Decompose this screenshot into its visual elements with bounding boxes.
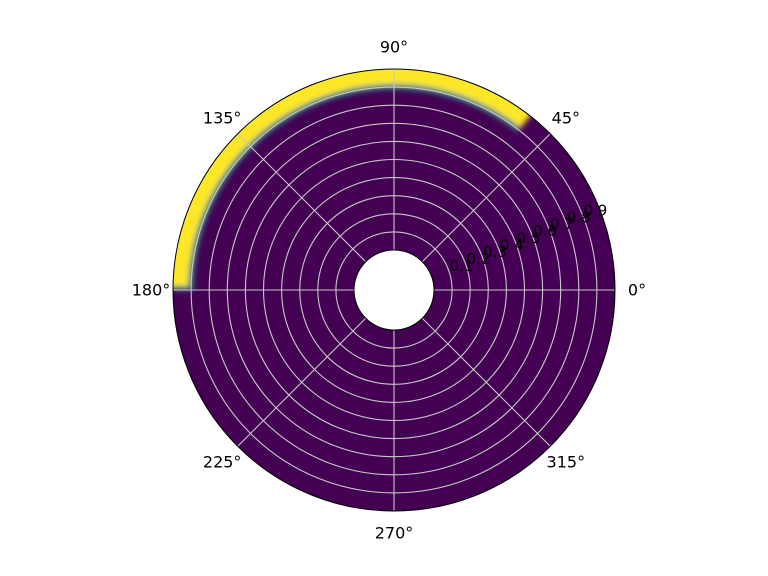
theta-gridline-315 xyxy=(421,317,551,447)
r-tick-label: 0.3 xyxy=(483,243,507,261)
theta-gridline-225 xyxy=(237,317,367,447)
r-tick-label: 0.7 xyxy=(550,215,574,233)
theta-tick-label: 135° xyxy=(203,109,242,128)
theta-tick-labels: 0° 45° 90° 135° 180° 225° 270° 315° xyxy=(132,38,646,543)
theta-tick-label: 270° xyxy=(375,524,414,543)
theta-tick-label: 45° xyxy=(552,109,580,128)
polar-frame xyxy=(172,68,616,512)
r-tick-label: 0.9 xyxy=(583,201,607,219)
theta-tick-label: 315° xyxy=(547,452,586,471)
heatmap-band-group xyxy=(173,69,615,290)
theta-tick-label: 0° xyxy=(628,281,646,300)
theta-tick-label: 225° xyxy=(203,452,242,471)
r-tick-label: 0.8 xyxy=(567,208,591,226)
r-tick-label: 0.1 xyxy=(450,257,474,275)
polar-grid xyxy=(173,69,615,511)
r-tick-labels: 0.10.20.30.40.50.60.70.80.9 xyxy=(450,201,608,274)
r-tick-label: 0.5 xyxy=(517,229,541,247)
theta-gridline-135 xyxy=(237,133,367,263)
r-tick-label: 0.4 xyxy=(500,236,524,254)
r-tick-label: 0.2 xyxy=(466,250,490,268)
heatmap-band-edge xyxy=(173,69,615,290)
r-tick-label: 0.6 xyxy=(533,222,557,240)
theta-gridline-45 xyxy=(421,133,551,263)
inner-spine xyxy=(353,249,435,331)
theta-tick-label: 90° xyxy=(380,38,408,57)
theta-tick-label: 180° xyxy=(132,281,171,300)
outer-spine xyxy=(172,68,616,512)
